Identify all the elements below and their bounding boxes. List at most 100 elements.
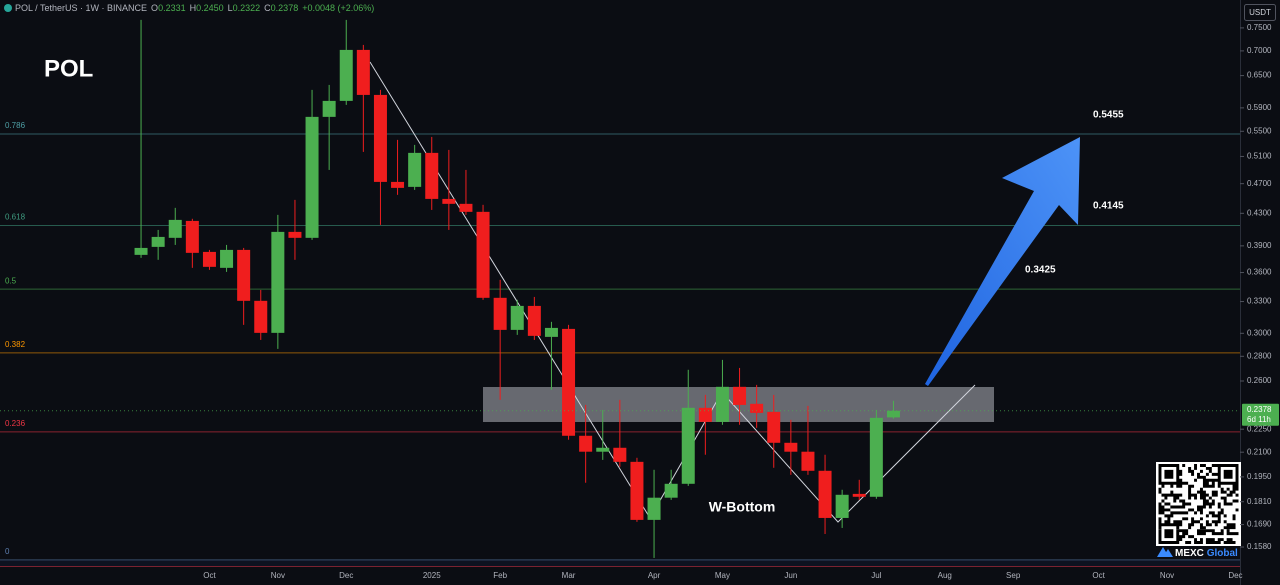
candle-body: [715, 386, 729, 422]
x-tick-label: Sep: [1006, 571, 1021, 580]
x-tick-label: 2025: [423, 571, 441, 580]
y-tick-label: 0.4300: [1247, 208, 1272, 217]
candle-body: [151, 236, 165, 247]
candle-body: [510, 305, 524, 330]
candle-body: [613, 447, 627, 462]
candle-body: [562, 328, 576, 436]
candle-body: [476, 211, 490, 298]
x-tick-label: Jun: [784, 571, 797, 580]
fib-price-annotation: 0.3425: [1025, 265, 1056, 276]
y-tick-label: 0.2250: [1247, 424, 1272, 433]
bar-countdown: 6d 11h: [1247, 415, 1271, 424]
candle-body: [835, 494, 849, 518]
symbol-header: POL / TetherUS · 1W · BINANCE O0.2331 H0.2…: [4, 3, 374, 13]
fib-price-annotation: 0.4145: [1093, 201, 1124, 212]
x-tick-label: Oct: [1092, 571, 1105, 580]
x-tick-label: Aug: [938, 571, 952, 580]
brand-suffix: Global: [1207, 548, 1238, 559]
ohlc-key: L: [227, 3, 233, 13]
candle-body: [698, 407, 712, 422]
candle-body: [134, 247, 148, 255]
qr-modules: [1158, 464, 1239, 544]
last-price-box: [1242, 403, 1279, 426]
candles: [134, 19, 900, 558]
y-tick-label: 0.3000: [1247, 328, 1272, 337]
y-tick-label: 0.3600: [1247, 268, 1272, 277]
candle-body: [220, 249, 234, 268]
y-tick-label: 0.1810: [1247, 497, 1272, 506]
fib-ratio-label: 0: [5, 547, 10, 556]
fib-ratio-label: 0.236: [5, 419, 26, 428]
candle-body: [442, 198, 456, 204]
candle-body: [852, 493, 866, 497]
y-tick-label: 0.4700: [1247, 179, 1272, 188]
candle-body: [356, 49, 370, 95]
ohlc-value: 0.2378: [270, 3, 299, 13]
plot-area: [0, 0, 1240, 567]
candle-body: [288, 231, 302, 238]
candle-body: [459, 203, 473, 212]
y-tick-label: 0.2600: [1247, 376, 1272, 385]
y-tick-label: 0.3300: [1247, 297, 1272, 306]
x-tick-label: Nov: [1160, 571, 1174, 580]
brand-logo: [1157, 547, 1173, 557]
y-tick-label: 0.5100: [1247, 152, 1272, 161]
ohlc-value: 0.2450: [196, 3, 224, 13]
y-tick-label: 0.6500: [1247, 71, 1272, 80]
currency-box[interactable]: [1244, 4, 1276, 21]
candle-body: [784, 442, 798, 452]
y-tick-label: 0.7500: [1247, 23, 1272, 32]
y-tick-label: 0.5500: [1247, 126, 1272, 135]
candle-body: [202, 251, 216, 267]
candle-body: [493, 297, 507, 330]
ohlc-value: 0.2322: [232, 3, 261, 13]
candle-body: [185, 220, 199, 253]
candle-body: [271, 231, 285, 333]
y-tick-label: 0.2800: [1247, 351, 1272, 360]
last-price-label: 0.2378: [1247, 405, 1272, 414]
fib-ratio-label: 0.786: [5, 121, 26, 130]
chart-title: POL: [44, 55, 93, 82]
pattern-label: W-Bottom: [709, 499, 776, 515]
ohlc-key: H: [189, 3, 197, 13]
x-tick-label: Feb: [493, 571, 507, 580]
candle-body: [391, 181, 405, 188]
candle-body: [767, 411, 781, 443]
candle-body: [408, 152, 422, 187]
ohlc-key: O: [151, 3, 159, 13]
candle-body: [425, 152, 439, 199]
candle-body: [869, 417, 883, 497]
symbol-icon: [4, 4, 12, 12]
candle-body: [339, 49, 353, 101]
y-tick-label: 0.2100: [1247, 447, 1272, 456]
ohlc-key: C: [264, 3, 271, 13]
candle-body: [305, 116, 319, 238]
y-tick-label: 0.1580: [1247, 542, 1272, 551]
y-tick-label: 0.1950: [1247, 472, 1272, 481]
ohlc-value: 0.2331: [158, 3, 186, 13]
candle-body: [322, 100, 336, 117]
candle-body: [596, 447, 610, 452]
x-tick-label: Mar: [562, 571, 576, 580]
fib-ratio-label: 0.382: [5, 340, 26, 349]
y-tick-label: 0.7000: [1247, 46, 1272, 55]
candle-body: [733, 386, 747, 405]
target-arrow: [925, 137, 1080, 386]
candle-body: [527, 305, 541, 336]
y-tick-label: 0.1690: [1247, 520, 1272, 529]
y-tick-label: 0.5900: [1247, 103, 1272, 112]
y-tick-label: 0.3900: [1247, 241, 1272, 250]
fib-ratio-label: 0.618: [5, 213, 26, 222]
candle-body: [579, 435, 593, 452]
candle-body: [801, 451, 815, 471]
candle-body: [886, 410, 900, 418]
brand-name: MEXC: [1175, 548, 1204, 559]
candle-body: [254, 300, 268, 333]
price-change: +0.0048 (+2.06%): [302, 3, 375, 13]
candle-body: [373, 94, 387, 182]
x-tick-label: Oct: [203, 571, 216, 580]
fib-price-annotation: 0.5455: [1093, 110, 1124, 121]
candle-body: [647, 497, 661, 520]
